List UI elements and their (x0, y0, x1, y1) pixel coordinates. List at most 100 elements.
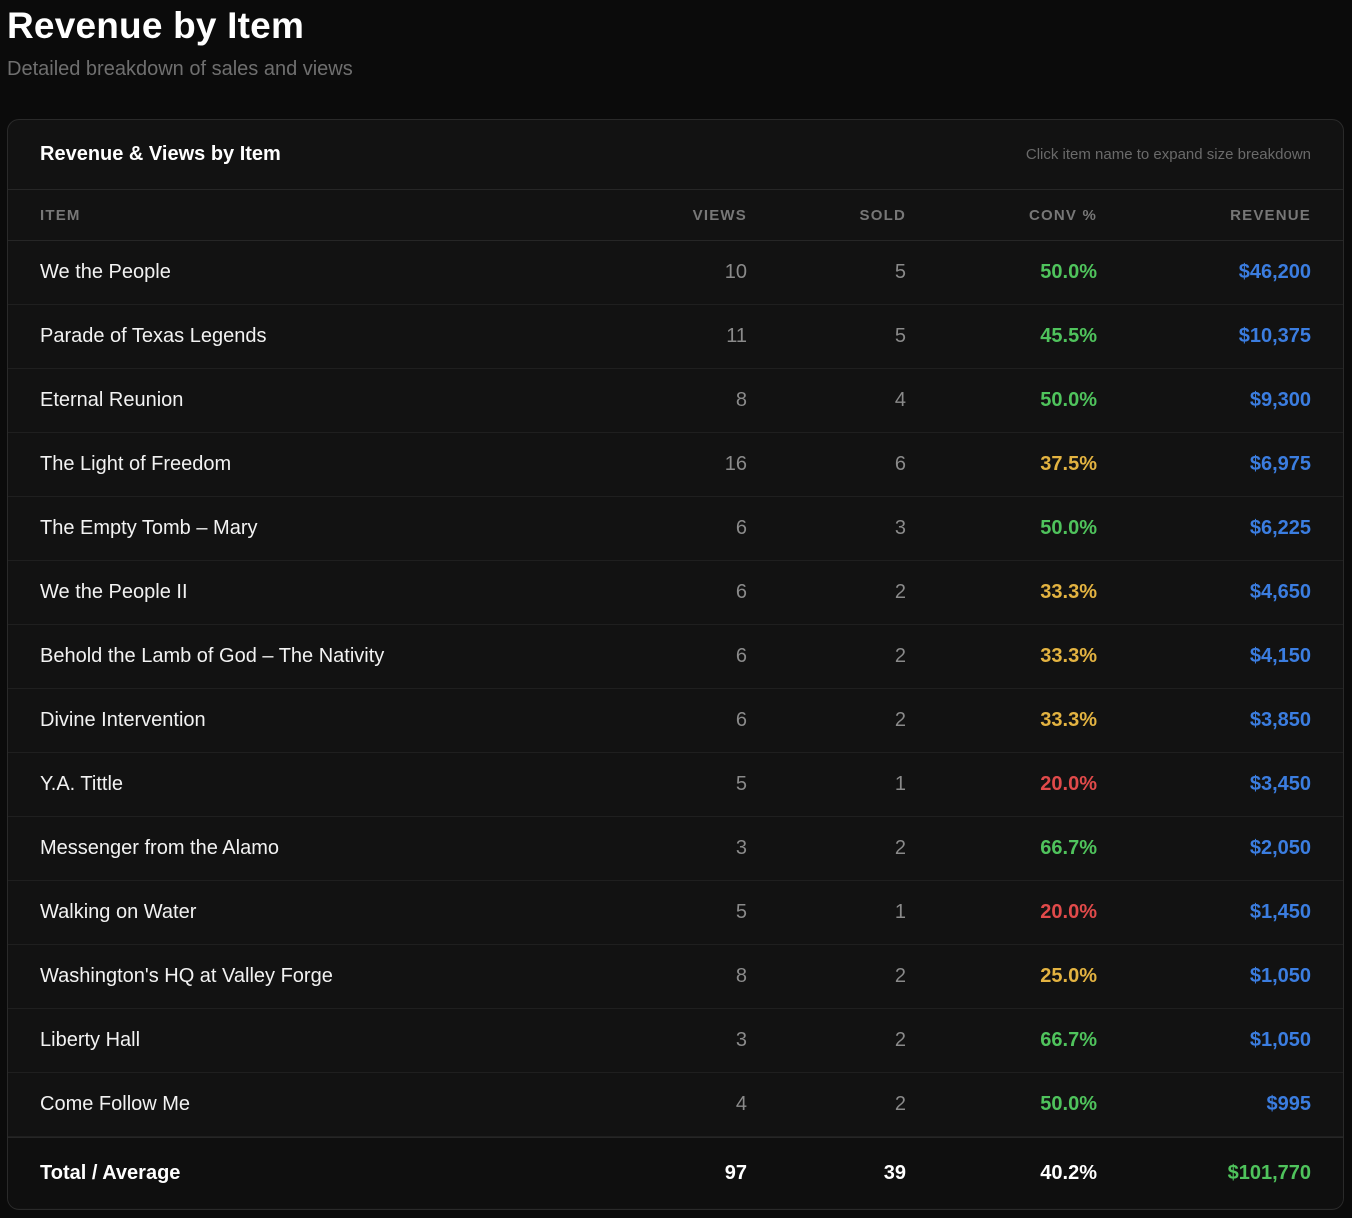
conv-cell: 20.0% (1040, 773, 1097, 795)
item-name[interactable]: We the People (40, 261, 171, 283)
card-title: Revenue & Views by Item (40, 143, 281, 165)
views-cell: 11 (726, 325, 747, 347)
table-row: Come Follow Me 4 2 50.0% $995 (8, 1073, 1343, 1137)
revenue-cell: $995 (1266, 1093, 1312, 1115)
total-row: Total / Average 97 39 40.2% $101,770 (8, 1137, 1343, 1208)
sold-cell: 1 (894, 901, 906, 923)
table-row: Washington's HQ at Valley Forge 8 2 25.0% $1… (8, 945, 1343, 1009)
sold-cell: 3 (894, 517, 906, 539)
revenue-cell: $6,975 (1249, 453, 1311, 475)
views-cell: 6 (735, 645, 747, 667)
item-name[interactable]: Come Follow Me (40, 1093, 191, 1115)
sold-cell: 5 (894, 325, 906, 347)
table-row: Eternal Reunion 8 4 50.0% $9,300 (8, 369, 1343, 433)
sold-cell: 2 (894, 645, 906, 667)
conv-cell: 33.3% (1040, 645, 1097, 667)
total-sold: 39 (883, 1161, 906, 1184)
table-row: We the People II 6 2 33.3% $4,650 (8, 561, 1343, 625)
page-subtitle: Detailed breakdown of sales and views (7, 58, 353, 80)
column-header-sold[interactable]: SOLD (859, 206, 906, 224)
sold-cell: 2 (894, 1029, 906, 1051)
item-name[interactable]: The Light of Freedom (40, 453, 232, 475)
item-name[interactable]: Divine Intervention (40, 709, 206, 731)
revenue-cell: $2,050 (1249, 837, 1311, 859)
conv-cell: 66.7% (1040, 837, 1097, 859)
views-cell: 4 (735, 1093, 747, 1115)
table-body: We the People 10 5 50.0% $46,200 Parade of Te… (8, 241, 1343, 1137)
conv-cell: 33.3% (1040, 709, 1097, 731)
sold-cell: 2 (894, 709, 906, 731)
table-row: Behold the Lamb of God – The Nativity 6 2 3… (8, 625, 1343, 689)
conv-cell: 50.0% (1040, 389, 1097, 411)
item-name[interactable]: Parade of Texas Legends (40, 325, 267, 347)
card-hint: Click item name to expand size breakdown (1025, 146, 1311, 163)
page-title: Revenue by Item (7, 5, 305, 46)
sold-cell: 4 (894, 389, 906, 411)
views-cell: 6 (735, 581, 747, 603)
item-name[interactable]: We the People II (40, 581, 188, 603)
conv-cell: 20.0% (1040, 901, 1097, 923)
views-cell: 8 (735, 965, 747, 987)
total-revenue: $101,770 (1227, 1161, 1311, 1184)
views-cell: 5 (735, 773, 747, 795)
revenue-cell: $3,450 (1249, 773, 1311, 795)
total-conv: 40.2% (1040, 1161, 1097, 1184)
conv-cell: 50.0% (1040, 517, 1097, 539)
column-header-item[interactable]: ITEM (40, 206, 81, 224)
conv-cell: 33.3% (1040, 581, 1097, 603)
item-name[interactable]: Messenger from the Alamo (40, 837, 279, 859)
item-name[interactable]: Liberty Hall (40, 1029, 141, 1051)
revenue-cell: $6,225 (1249, 517, 1311, 539)
column-header-revenue[interactable]: REVENUE (1230, 206, 1311, 224)
revenue-table-card: Revenue & Views by Item Click item name … (7, 119, 1344, 1210)
revenue-cell: $46,200 (1238, 261, 1311, 283)
revenue-cell: $4,150 (1249, 645, 1311, 667)
item-name[interactable]: Washington's HQ at Valley Forge (40, 965, 333, 987)
conv-cell: 50.0% (1040, 1093, 1097, 1115)
sold-cell: 2 (894, 581, 906, 603)
column-header-views[interactable]: VIEWS (692, 206, 747, 224)
conv-cell: 37.5% (1040, 453, 1097, 475)
conv-cell: 25.0% (1040, 965, 1097, 987)
table-row: We the People 10 5 50.0% $46,200 (8, 241, 1343, 305)
table-row: The Light of Freedom 16 6 37.5% $6,975 (8, 433, 1343, 497)
table-row: Walking on Water 5 1 20.0% $1,450 (8, 881, 1343, 945)
sold-cell: 2 (894, 837, 906, 859)
total-views: 97 (724, 1161, 747, 1184)
revenue-cell: $1,450 (1249, 901, 1311, 923)
table-row: The Empty Tomb – Mary 6 3 50.0% $6,225 (8, 497, 1343, 561)
table-row: Parade of Texas Legends 11 5 45.5% $10,375 (8, 305, 1343, 369)
table-row: Y.A. Tittle 5 1 20.0% $3,450 (8, 753, 1343, 817)
conv-cell: 66.7% (1040, 1029, 1097, 1051)
sold-cell: 2 (894, 1093, 906, 1115)
sold-cell: 1 (894, 773, 906, 795)
conv-cell: 50.0% (1040, 261, 1097, 283)
views-cell: 16 (724, 453, 747, 475)
column-header-conv[interactable]: CONV % (1028, 206, 1097, 224)
views-cell: 8 (735, 389, 747, 411)
views-cell: 3 (735, 1029, 747, 1051)
item-name[interactable]: Behold the Lamb of God – The Nativity (40, 645, 385, 667)
views-cell: 5 (735, 901, 747, 923)
views-cell: 6 (735, 517, 747, 539)
revenue-cell: $1,050 (1249, 1029, 1311, 1051)
sold-cell: 6 (894, 453, 906, 475)
item-name[interactable]: The Empty Tomb – Mary (40, 517, 258, 539)
item-name[interactable]: Y.A. Tittle (40, 773, 124, 795)
card-header: Revenue & Views by Item Click item name … (8, 120, 1343, 190)
item-name[interactable]: Walking on Water (40, 901, 197, 923)
sold-cell: 2 (894, 965, 906, 987)
table-row: Messenger from the Alamo 3 2 66.7% $2,050 (8, 817, 1343, 881)
views-cell: 10 (724, 261, 747, 283)
revenue-cell: $1,050 (1249, 965, 1311, 987)
revenue-cell: $10,375 (1238, 325, 1311, 347)
revenue-cell: $4,650 (1249, 581, 1311, 603)
revenue-cell: $9,300 (1249, 389, 1311, 411)
conv-cell: 45.5% (1040, 325, 1097, 347)
views-cell: 6 (735, 709, 747, 731)
total-label: Total / Average (40, 1161, 181, 1184)
views-cell: 3 (735, 837, 747, 859)
table-row: Liberty Hall 3 2 66.7% $1,050 (8, 1009, 1343, 1073)
item-name[interactable]: Eternal Reunion (40, 389, 184, 411)
